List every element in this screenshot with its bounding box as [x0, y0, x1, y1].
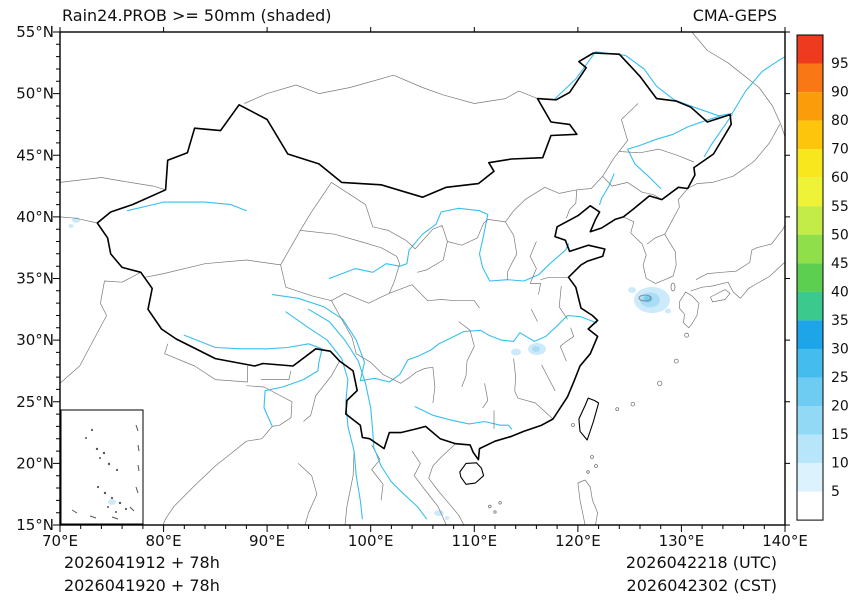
- lon-label: 110°E: [451, 532, 497, 550]
- colorbar-label: 55: [831, 199, 849, 215]
- map-frame: [59, 31, 786, 526]
- precip-probability-shading: [68, 217, 671, 520]
- colorbar-segment: [797, 377, 823, 406]
- lat-label: 30°N: [16, 331, 54, 349]
- colorbar-frame: [796, 34, 824, 521]
- lon-label: 130°E: [659, 532, 705, 550]
- colorbar-segment: [797, 149, 823, 178]
- colorbar-segment: [797, 263, 823, 292]
- lat-label: 35°N: [16, 270, 54, 288]
- colorbar-label: 60: [831, 170, 849, 186]
- province-boundaries: [144, 103, 695, 429]
- lon-label: 70°E: [42, 532, 78, 550]
- colorbar-label: 70: [831, 142, 849, 158]
- colorbar-label: 25: [831, 370, 849, 386]
- colorbar-label: 40: [831, 284, 849, 300]
- colorbar-label: 5: [831, 484, 840, 500]
- lat-label: 45°N: [16, 146, 54, 164]
- colorbar-segment: [797, 234, 823, 264]
- colorbar-label: 95: [831, 56, 849, 72]
- colorbar-segment: [797, 35, 823, 64]
- colorbar-segment: [797, 120, 823, 150]
- hainan-island: [459, 462, 485, 485]
- lat-label: 25°N: [16, 393, 54, 411]
- colorbar-label: 15: [831, 427, 849, 443]
- colorbar-segment: [797, 463, 823, 492]
- map-canvas: [60, 32, 785, 525]
- lon-label: 120°E: [555, 532, 601, 550]
- lat-label: 20°N: [16, 454, 54, 472]
- axis-ticks-minor: [56, 43, 765, 529]
- colorbar-segment: [797, 491, 823, 521]
- colorbar-label: 30: [831, 342, 849, 358]
- footer-init-cst: 2026041920 + 78h: [64, 576, 220, 595]
- south-china-sea-inset: [60, 409, 144, 525]
- lat-label: 40°N: [16, 208, 54, 226]
- inset-islands: [71, 424, 140, 520]
- colorbar-label: 10: [831, 456, 849, 472]
- lat-label: 55°N: [16, 23, 54, 41]
- colorbar: 95 90 80 70 60 55 50 45 40 35 30 25 20 1…: [796, 34, 849, 521]
- colorbar-segment: [797, 63, 823, 93]
- lon-label: 100°E: [348, 532, 394, 550]
- taiwan-island: [578, 397, 600, 441]
- axis-ticks-major: [53, 27, 790, 532]
- colorbar-label: 20: [831, 399, 849, 415]
- model-label: CMA-GEPS: [693, 6, 777, 25]
- offshore-island-dots: [488, 282, 689, 514]
- colorbar-label: 90: [831, 85, 849, 101]
- colorbar-label: 80: [831, 113, 849, 129]
- lon-label: 90°E: [249, 532, 285, 550]
- colorbar-segment: [797, 177, 823, 207]
- colorbar-segment: [797, 291, 823, 321]
- colorbar-segment: [797, 92, 823, 121]
- lon-label: 140°E: [762, 532, 808, 550]
- colorbar-segment: [797, 320, 823, 349]
- colorbar-label: 50: [831, 227, 849, 243]
- footer-init-utc: 2026041912 + 78h: [64, 553, 220, 572]
- china-national-border: [96, 52, 732, 461]
- inset-box: [60, 409, 144, 525]
- footer-valid-cst: 2026042302 (CST): [627, 576, 777, 595]
- footer-valid-utc: 2026042218 (UTC): [626, 553, 777, 572]
- inset-precip-speck: [108, 499, 116, 505]
- colorbar-segment: [797, 434, 823, 464]
- colorbar-segment: [797, 206, 823, 235]
- neighbor-country-lines: [60, 32, 785, 525]
- colorbar-label: 35: [831, 313, 849, 329]
- colorbar-segment: [797, 348, 823, 378]
- colorbar-label: 45: [831, 256, 849, 272]
- colorbar-segment: [797, 406, 823, 435]
- lon-label: 80°E: [146, 532, 182, 550]
- map-title: Rain24.PROB >= 50mm (shaded): [62, 6, 331, 25]
- lat-label: 50°N: [16, 85, 54, 103]
- lat-label: 15°N: [16, 516, 54, 534]
